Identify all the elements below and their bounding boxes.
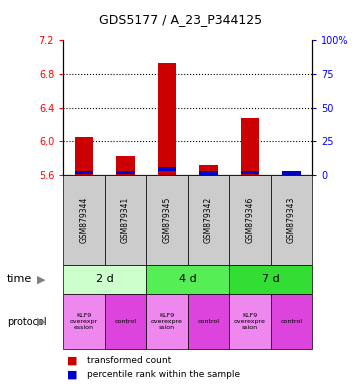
Text: KLF9
overexpr
ession: KLF9 overexpr ession: [70, 313, 98, 330]
Text: time: time: [7, 274, 32, 285]
Text: GSM879345: GSM879345: [162, 197, 171, 243]
Bar: [241, 170, 259, 174]
Text: ■: ■: [67, 369, 77, 379]
Text: 7 d: 7 d: [262, 274, 280, 285]
Text: control: control: [197, 319, 219, 324]
Text: GDS5177 / A_23_P344125: GDS5177 / A_23_P344125: [99, 13, 262, 26]
Text: 4 d: 4 d: [179, 274, 197, 285]
Text: ▶: ▶: [37, 316, 46, 327]
Text: KLF9
overexpre
ssion: KLF9 overexpre ssion: [151, 313, 183, 330]
Text: protocol: protocol: [7, 316, 47, 327]
Text: GSM879346: GSM879346: [245, 197, 255, 243]
Text: ▶: ▶: [37, 274, 46, 285]
Bar: [282, 171, 301, 175]
Bar: [158, 167, 176, 170]
Text: 2 d: 2 d: [96, 274, 114, 285]
Bar: [75, 137, 93, 175]
Bar: [199, 165, 218, 175]
Text: GSM879341: GSM879341: [121, 197, 130, 243]
Bar: [199, 171, 218, 175]
Text: GSM879342: GSM879342: [204, 197, 213, 243]
Text: control: control: [114, 319, 136, 324]
Bar: [116, 171, 135, 174]
Text: ■: ■: [67, 356, 77, 366]
Bar: [75, 171, 93, 174]
Bar: [282, 172, 301, 175]
Bar: [158, 63, 176, 175]
Text: transformed count: transformed count: [87, 356, 171, 366]
Text: KLF9
overexpre
ssion: KLF9 overexpre ssion: [234, 313, 266, 330]
Text: control: control: [280, 319, 303, 324]
Text: GSM879343: GSM879343: [287, 197, 296, 243]
Text: percentile rank within the sample: percentile rank within the sample: [87, 370, 240, 379]
Text: GSM879344: GSM879344: [79, 197, 88, 243]
Bar: [116, 156, 135, 175]
Bar: [241, 118, 259, 175]
